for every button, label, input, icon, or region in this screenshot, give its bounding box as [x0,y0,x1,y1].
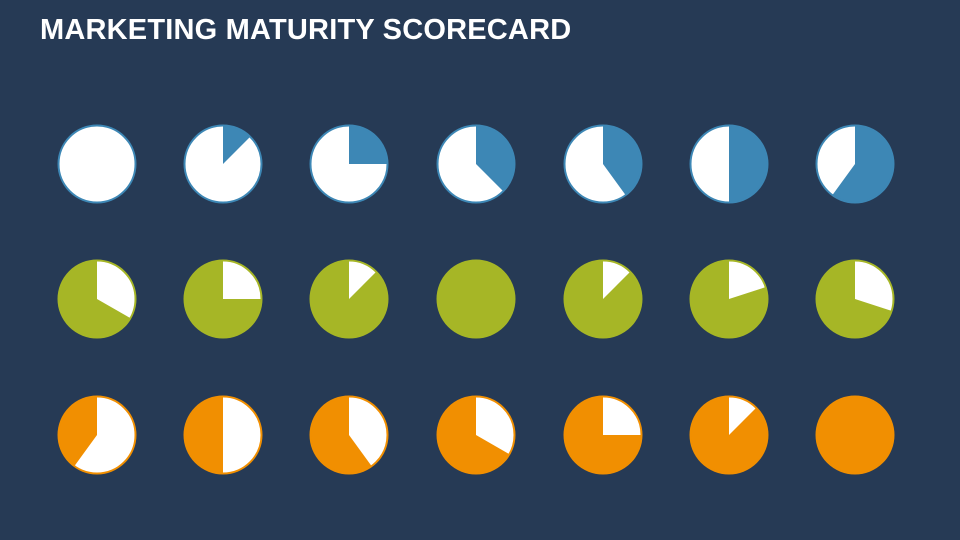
pie-empty [349,260,377,299]
pie-outline [563,395,643,475]
pie-fill [223,125,251,164]
pie-3-5 [563,395,643,475]
pie-outline [436,395,516,475]
pie-outline [309,395,389,475]
pie-outline [183,124,263,204]
pie-empty [223,260,262,299]
pie-2-6 [689,259,769,339]
pie-empty [74,396,136,474]
pie-outline [815,124,895,204]
pie-outline [57,124,137,204]
pie-outline [815,395,895,475]
pie-1-6 [689,124,769,204]
pie-outline [689,259,769,339]
pie-empty [223,396,262,474]
pie-2-1 [57,259,137,339]
pie-outline [689,124,769,204]
pie-empty [603,396,642,435]
pie-empty [349,396,388,467]
pie-fill [729,125,768,203]
pie-outline [57,395,137,475]
pie-outline [183,395,263,475]
pie-2-4 [436,259,516,339]
pie-empty [729,396,757,435]
pie-3-2 [183,395,263,475]
pie-fill [349,125,388,164]
pie-base [437,260,515,338]
pie-outline [815,259,895,339]
pie-empty [603,260,631,299]
pie-1-7 [815,124,895,204]
pie-1-5 [563,124,643,204]
pie-3-3 [309,395,389,475]
pie-outline [309,124,389,204]
pie-fill [832,125,894,203]
pie-1-3 [309,124,389,204]
pie-outline [57,259,137,339]
pie-2-2 [183,259,263,339]
pie-fill [476,125,515,192]
pie-fill [603,125,642,196]
pie-outline [563,124,643,204]
pie-outline [309,259,389,339]
pie-2-5 [563,259,643,339]
pie-outline [689,395,769,475]
pie-outline [436,124,516,204]
pie-outline [563,259,643,339]
pie-1-4 [436,124,516,204]
pie-3-6 [689,395,769,475]
pie-1-1 [57,124,137,204]
pie-2-3 [309,259,389,339]
pie-3-7 [815,395,895,475]
pie-base [58,125,136,203]
page-title: MARKETING MATURITY SCORECARD [40,14,572,46]
pie-empty [729,260,766,299]
pie-3-4 [436,395,516,475]
pie-base [816,396,894,474]
pie-1-2 [183,124,263,204]
pie-outline [436,259,516,339]
pie-2-7 [815,259,895,339]
pie-3-1 [57,395,137,475]
pie-empty [855,260,894,311]
pie-outline [183,259,263,339]
